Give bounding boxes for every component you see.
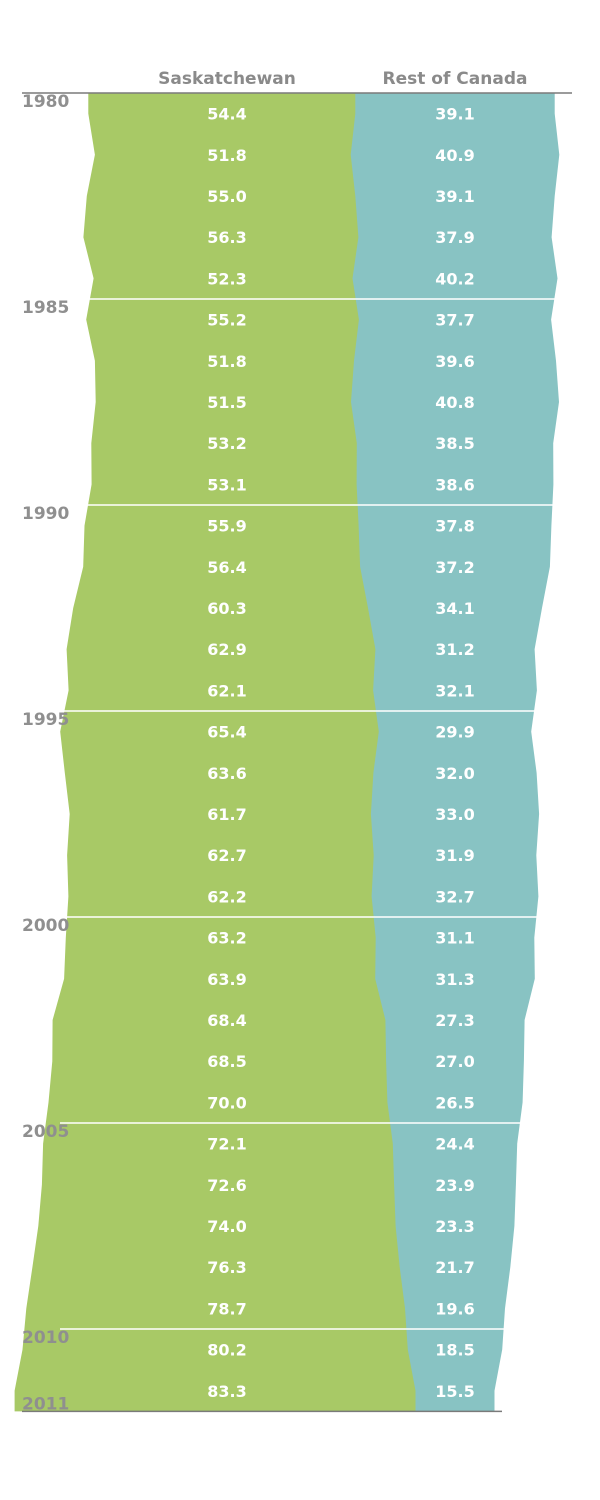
- data-label: 78.7: [207, 1299, 246, 1318]
- period-separators: [60, 298, 600, 1330]
- series-header-1: Rest of Canada: [383, 69, 528, 89]
- data-label: 21.7: [435, 1258, 474, 1277]
- data-label: 31.3: [435, 970, 474, 989]
- data-label: 63.6: [207, 764, 246, 783]
- data-label: 39.1: [435, 187, 474, 206]
- data-label: 62.9: [207, 640, 246, 659]
- data-label: 24.4: [435, 1135, 474, 1154]
- data-label: 40.8: [435, 393, 474, 412]
- data-label: 23.3: [435, 1217, 474, 1236]
- data-label: 51.5: [207, 393, 246, 412]
- data-label: 15.5: [435, 1382, 474, 1401]
- data-label: 38.6: [435, 475, 474, 494]
- data-label: 37.9: [435, 228, 474, 247]
- data-label: 68.5: [207, 1052, 246, 1071]
- year-label: 2011: [22, 1394, 69, 1414]
- series-band-1: [350, 93, 560, 1412]
- data-label: 53.1: [207, 475, 246, 494]
- data-label: 62.2: [207, 887, 246, 906]
- data-label: 72.6: [207, 1176, 246, 1195]
- data-label: 32.1: [435, 681, 474, 700]
- data-label: 55.2: [207, 311, 246, 330]
- data-label: 65.4: [207, 723, 246, 742]
- data-label: 31.9: [435, 846, 474, 865]
- axis-lines: [22, 92, 572, 1413]
- data-label: 37.2: [435, 558, 474, 577]
- year-label: 2000: [22, 916, 69, 936]
- data-label: 27.0: [435, 1052, 474, 1071]
- data-label: 55.9: [207, 517, 246, 536]
- data-label: 32.0: [435, 764, 474, 783]
- year-label: 2010: [22, 1328, 69, 1348]
- data-label: 40.2: [435, 269, 474, 288]
- data-label: 74.0: [207, 1217, 246, 1236]
- data-label: 33.0: [435, 805, 474, 824]
- data-label: 27.3: [435, 1011, 474, 1030]
- data-label: 32.7: [435, 887, 474, 906]
- data-label: 53.2: [207, 434, 246, 453]
- data-label: 56.3: [207, 228, 246, 247]
- data-label: 70.0: [207, 1093, 246, 1112]
- data-label: 62.1: [207, 681, 246, 700]
- data-label: 31.2: [435, 640, 474, 659]
- year-label: 1990: [22, 504, 69, 524]
- data-labels: 54.4 51.8 55.0 56.3 52.3 55.2 51.8 51.5 53.2 53.1…: [207, 105, 474, 1401]
- year-label: 1985: [22, 298, 69, 318]
- data-label: 60.3: [207, 599, 246, 618]
- data-label: 39.1: [435, 105, 474, 124]
- data-label: 26.5: [435, 1093, 474, 1112]
- data-label: 80.2: [207, 1341, 246, 1360]
- data-label: 19.6: [435, 1299, 474, 1318]
- data-label: 34.1: [435, 599, 474, 618]
- data-label: 62.7: [207, 846, 246, 865]
- data-label: 52.3: [207, 269, 246, 288]
- data-label: 31.1: [435, 929, 474, 948]
- chart-bands: [14, 93, 560, 1412]
- year-labels: 1980 1985 1990 1995 2000 2005 2010 2011: [22, 92, 69, 1414]
- year-label: 1995: [22, 710, 69, 730]
- year-label: 2005: [22, 1122, 69, 1142]
- data-label: 72.1: [207, 1135, 246, 1154]
- data-label: 76.3: [207, 1258, 246, 1277]
- data-label: 39.6: [435, 352, 474, 371]
- data-label: 56.4: [207, 558, 246, 577]
- series-header-0: Saskatchewan: [158, 69, 296, 89]
- series-band-0: [14, 93, 440, 1412]
- data-label: 51.8: [207, 146, 246, 165]
- data-label: 55.0: [207, 187, 246, 206]
- data-label: 68.4: [207, 1011, 246, 1030]
- data-label: 37.8: [435, 517, 474, 536]
- data-label: 61.7: [207, 805, 246, 824]
- data-label: 40.9: [435, 146, 474, 165]
- series-headers: Saskatchewan Rest of Canada: [158, 69, 527, 89]
- year-label: 1980: [22, 92, 69, 112]
- data-label: 51.8: [207, 352, 246, 371]
- data-label: 63.9: [207, 970, 246, 989]
- data-label: 83.3: [207, 1382, 246, 1401]
- data-label: 18.5: [435, 1341, 474, 1360]
- data-label: 63.2: [207, 929, 246, 948]
- data-label: 29.9: [435, 723, 474, 742]
- data-label: 23.9: [435, 1176, 474, 1195]
- data-label: 54.4: [207, 105, 246, 124]
- data-label: 38.5: [435, 434, 474, 453]
- data-label: 37.7: [435, 311, 474, 330]
